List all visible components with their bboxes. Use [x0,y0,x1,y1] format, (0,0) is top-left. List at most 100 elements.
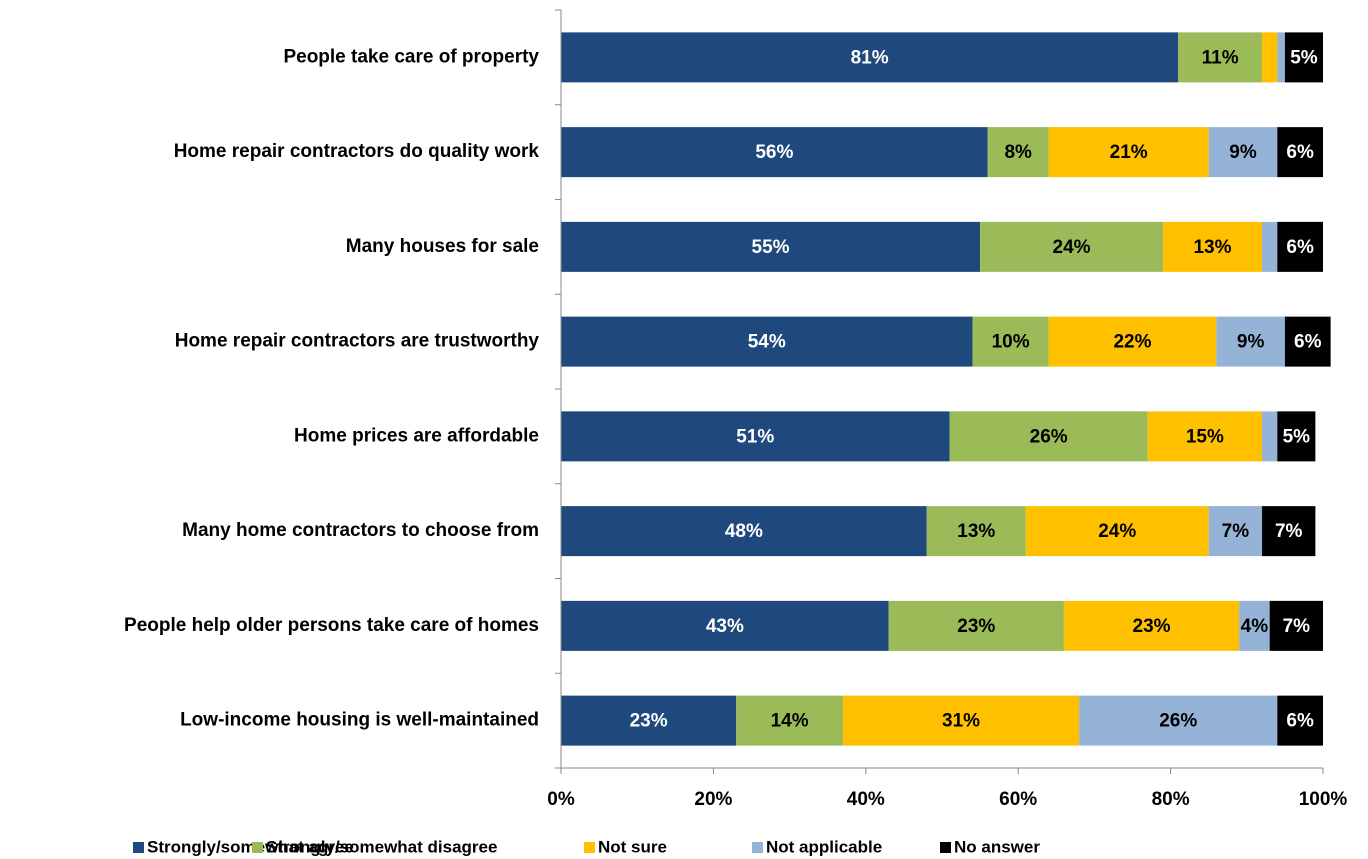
bar-segment [972,316,1049,367]
data-label: 24% [1053,237,1091,258]
bar-segment [561,411,950,462]
data-label: 4% [1241,616,1269,637]
data-label: 31% [942,711,980,732]
data-label: 9% [1229,142,1257,163]
bar-segment [888,600,1064,651]
data-label: 7% [1283,616,1311,637]
data-label: 26% [1030,426,1068,447]
data-label: 6% [1286,142,1314,163]
data-label: 14% [771,711,809,732]
legend-label: No answer [954,837,1040,856]
bar-segment [561,127,988,178]
data-label: 55% [752,237,790,258]
data-label: 23% [630,711,668,732]
x-tick-label: 60% [999,789,1037,810]
bar-segment [1277,695,1323,746]
y-tick-label: Home repair contractors do quality work [174,141,540,162]
data-label: 51% [736,426,774,447]
bar-segment [1208,506,1263,557]
x-tick-label: 0% [547,789,575,810]
bar-segment [1262,411,1278,462]
bar-segment [1063,600,1240,651]
bar-segment [1277,411,1316,462]
legend-swatch [252,842,263,853]
bar-segment [926,506,1026,557]
x-tick-label: 20% [694,789,732,810]
bar-segment [1178,32,1263,83]
bar-segment [842,695,1080,746]
data-label: 81% [851,47,889,68]
bar-segment [1048,127,1209,178]
data-label: 22% [1113,332,1151,353]
legend-label: Not applicable [766,837,882,856]
data-label: 23% [1133,616,1171,637]
bar-segment [987,127,1049,178]
x-tick-label: 40% [847,789,885,810]
data-label: 6% [1286,711,1314,732]
data-label: 5% [1283,426,1311,447]
data-label: 54% [748,332,786,353]
x-tick-label: 80% [1152,789,1190,810]
bar-segment [561,316,973,367]
legend-label: Strongly/somewhat agree [147,837,354,856]
legend-swatch [940,842,951,853]
y-tick-label: People help older persons take care of h… [124,615,539,636]
data-label: 5% [1290,47,1318,68]
bar-segment [1262,32,1278,83]
y-tick-label: Many houses for sale [346,236,539,257]
data-label: 26% [1159,711,1197,732]
bar-segment [1269,600,1323,651]
y-tick-label: Home prices are affordable [294,425,539,446]
bar-segment [1162,221,1263,272]
legend-swatch [584,842,595,853]
data-label: 43% [706,616,744,637]
bar-segment [1147,411,1263,462]
legend-label: Strongly/somewhat disagree [266,837,497,856]
bar-segment [1262,221,1278,272]
bar-segment [1079,695,1278,746]
bar-segment [949,411,1148,462]
bar-segment [561,600,889,651]
bar-segment [1262,506,1316,557]
data-label: 10% [992,332,1030,353]
data-label: 8% [1004,142,1032,163]
data-label: 21% [1110,142,1148,163]
bar-segment [561,695,737,746]
bar-segment [1208,127,1278,178]
y-tick-label: Home repair contractors are trustworthy [175,331,540,352]
data-label: 9% [1237,332,1265,353]
y-tick-label: People take care of property [283,46,539,67]
bar-segment [1025,506,1209,557]
data-label: 24% [1098,521,1136,542]
legend-swatch [133,842,144,853]
data-label: 11% [1202,47,1239,68]
bar-segment [1239,600,1270,651]
data-label: 56% [755,142,793,163]
y-tick-label: Low-income housing is well-maintained [180,710,539,731]
bar-segment [1216,316,1285,367]
data-label: 48% [725,521,763,542]
data-label: 13% [1193,237,1231,258]
legend-swatch [752,842,763,853]
legend-label: Not sure [598,837,667,856]
data-label: 15% [1186,426,1224,447]
bar-segment [1048,316,1217,367]
y-tick-label: Many home contractors to choose from [182,520,539,541]
data-label: 7% [1222,521,1250,542]
bar-segment [561,32,1179,83]
bar-segment [980,221,1163,272]
data-label: 6% [1286,237,1314,258]
x-tick-label: 100% [1299,789,1348,810]
data-label: 7% [1275,521,1303,542]
bar-segment [1277,32,1285,83]
data-label: 6% [1294,332,1322,353]
data-label: 13% [957,521,995,542]
bar-segment [1284,32,1323,83]
bar-segment [561,506,927,557]
data-label: 23% [957,616,995,637]
bar-segment [736,695,843,746]
bar-segment [1277,127,1323,178]
bar-segment [1284,316,1331,367]
bar-segment [561,221,981,272]
